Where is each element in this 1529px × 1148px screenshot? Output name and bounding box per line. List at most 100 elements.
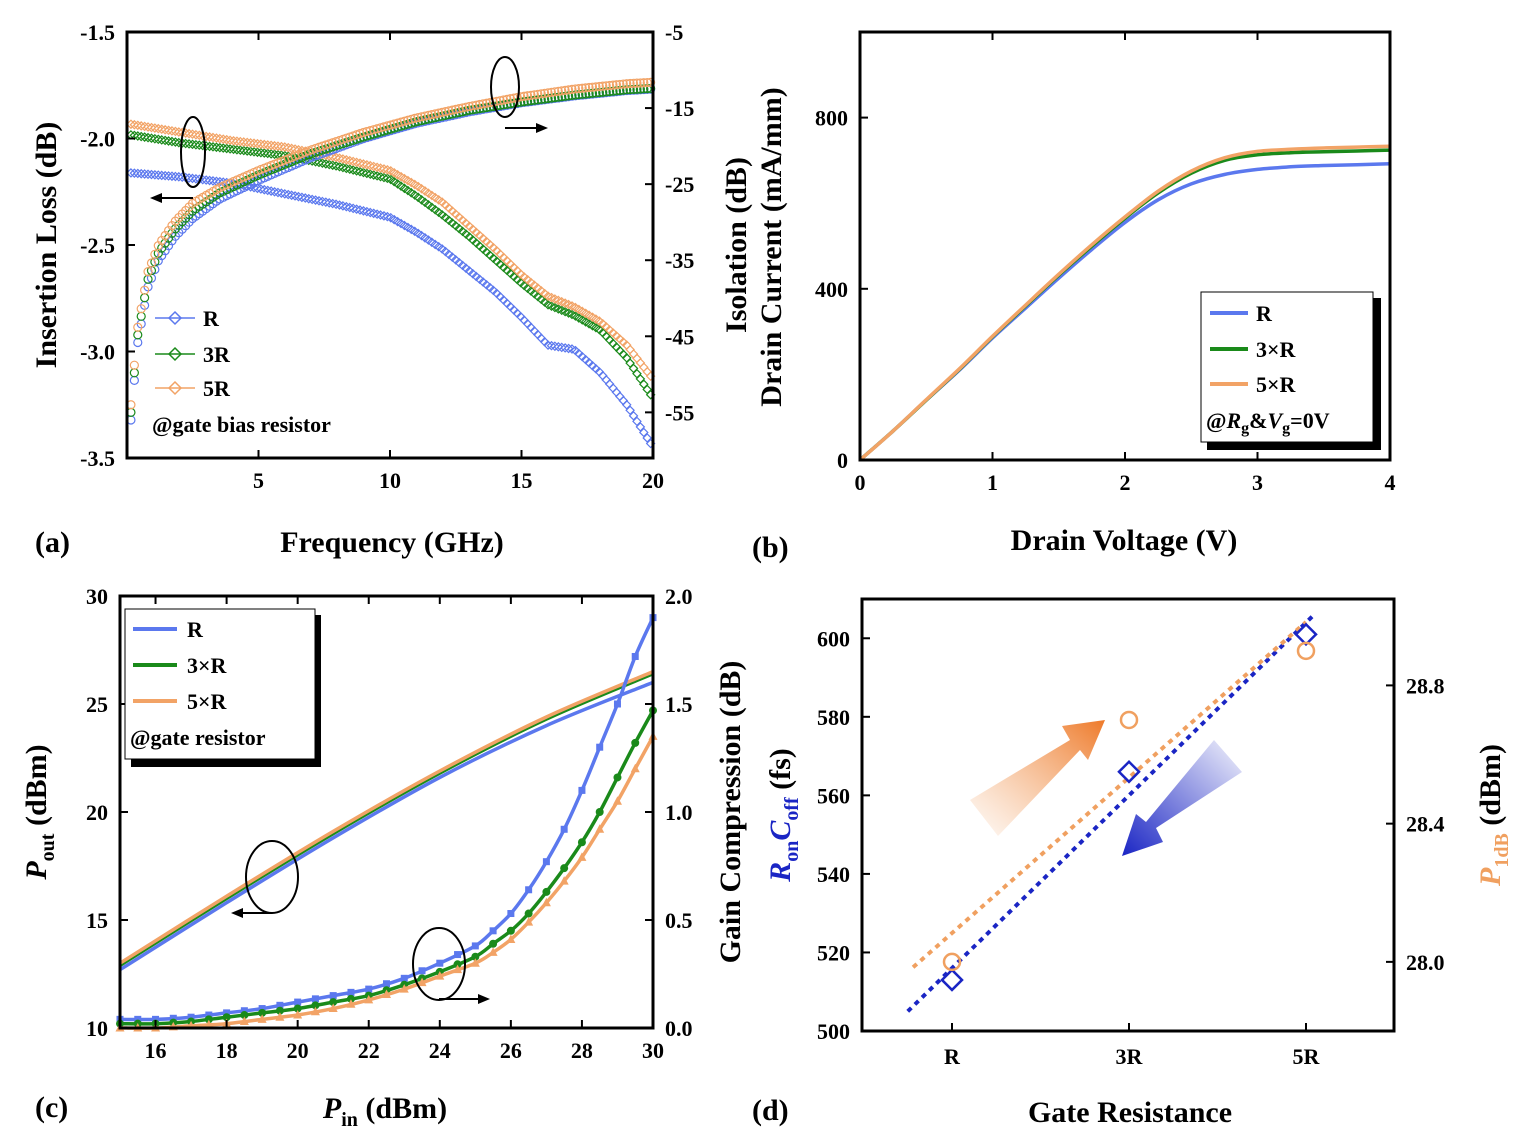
iso-point-5R [447, 105, 457, 115]
il-point-5R [242, 137, 253, 148]
iso-point-5R [481, 98, 492, 108]
p1db-fit-line [911, 620, 1308, 969]
il-point-3R [269, 149, 280, 160]
gc-point-3×R [542, 887, 551, 896]
iso-point-5R [529, 90, 539, 100]
iso-point-5R [581, 83, 591, 93]
il-point-R [136, 168, 147, 179]
il-point-R [187, 173, 198, 184]
il-point-5R [638, 362, 649, 373]
iso-point-5R [461, 102, 471, 112]
iso-point-5R [570, 84, 581, 94]
il-point-3R [358, 167, 369, 178]
il-point-3R [242, 146, 253, 156]
il-point-R [300, 193, 311, 203]
il-point-R [283, 189, 294, 200]
panel-a-y2tick-label: -15 [665, 96, 694, 121]
il-point-R [362, 206, 372, 217]
legend-c-5R-label: 5×R [187, 689, 228, 714]
gc-point-5×R [275, 1012, 285, 1021]
panel-c-y2tick-label: 2.0 [665, 584, 693, 609]
legend-c-3R-label: 3×R [187, 653, 228, 678]
panel-c-ytick-label: 25 [86, 692, 108, 717]
gc-point-5×R [559, 876, 569, 885]
il-point-R [156, 170, 167, 181]
gc-point-5×R [293, 1010, 303, 1019]
p1db-point [1119, 710, 1139, 730]
il-point-R [550, 341, 560, 352]
legend-a-5R-label: 5R [203, 376, 231, 401]
iso-point-5R [533, 89, 543, 99]
iso-point-5R [546, 87, 557, 97]
gc-point-3×R [489, 939, 498, 948]
il-point-5R [235, 136, 246, 147]
panel-a-xtick-label: 5 [253, 468, 264, 493]
gc-point-5×R [488, 947, 498, 956]
gc-point-R [187, 1013, 195, 1021]
il-point-5R [334, 153, 345, 164]
il-point-3R [180, 138, 191, 149]
panel-a-y2label: Isolation (dB) [720, 157, 753, 333]
panel-a-y2tick-label: -25 [665, 172, 694, 197]
iso-point-5R [591, 82, 601, 92]
il-point-R [279, 189, 290, 199]
gc-point-R [560, 825, 568, 833]
il-point-5R [204, 132, 215, 142]
gc-point-3×R [453, 960, 462, 969]
panel-b: 0 1 2 3 4 0 400 800 R 3×R 5×R @Rg&Vg=0V Drain V… [752, 30, 1396, 564]
il-point-R [351, 204, 362, 215]
il-point-3R [638, 379, 649, 390]
iso-point-5R [550, 87, 560, 97]
il-point-3R [170, 137, 181, 147]
panel-c-legend: R 3×R 5×R @gate resistor [124, 608, 321, 767]
iso-point-5R [468, 101, 478, 111]
il-point-R [314, 195, 324, 206]
iso-point-5R [560, 85, 570, 95]
panel-d-xlabel: Gate Resistance [1028, 1096, 1232, 1129]
iso-point-5R [416, 112, 427, 122]
il-point-3R [355, 166, 365, 177]
il-point-5R [129, 119, 140, 130]
legend-b-R-label: R [1256, 301, 1273, 326]
il-point-R [642, 433, 653, 443]
il-point-R [259, 184, 270, 195]
panel-c-y2tick-label: 1.5 [665, 692, 693, 717]
panel-d-ytick-label: 580 [817, 705, 850, 730]
iso-marker-oval [490, 56, 520, 118]
gc-point-R [134, 1015, 142, 1023]
il-point-R [160, 170, 170, 181]
iso-point-5R [434, 108, 444, 118]
iso-point-5R [440, 107, 451, 117]
iso-point-3R [136, 311, 146, 321]
iso-point-5R [563, 85, 574, 95]
panel-a-ytick-label: -3.0 [80, 340, 115, 365]
iso-point-5R [553, 86, 563, 96]
il-point-R [184, 173, 194, 183]
iso-point-5R [454, 104, 464, 114]
panel-a-xtick-label: 10 [379, 468, 401, 493]
gc-point-5×R [577, 852, 587, 861]
il-point-3R [348, 165, 359, 175]
iso-point-5R [502, 94, 512, 104]
il-point-3R [372, 170, 382, 181]
iso-point-5R [543, 88, 553, 98]
il-point-5R [273, 141, 283, 152]
il-point-3R [191, 139, 201, 150]
panel-c-y2tick-label: 0.0 [665, 1016, 693, 1041]
panel-b-ticks: 0 1 2 3 4 0 400 800 [815, 32, 1396, 495]
iso-point-5R [444, 106, 454, 116]
gc-point-3×R [346, 994, 355, 1003]
il-point-R [638, 427, 649, 438]
iso-point-3R [129, 368, 139, 378]
il-point-3R [187, 139, 198, 150]
gc-point-R [418, 967, 426, 975]
il-point-3R [314, 157, 324, 168]
panel-c-ytick-label: 15 [86, 908, 108, 933]
panel-d-ytick-label: 600 [817, 626, 850, 651]
il-point-5R [156, 124, 167, 135]
il-point-5R [136, 121, 147, 131]
il-point-5R [187, 129, 198, 140]
panel-d-ytick-label: 520 [817, 940, 850, 965]
il-point-5R [218, 134, 229, 145]
iso-point-5R [618, 79, 628, 89]
